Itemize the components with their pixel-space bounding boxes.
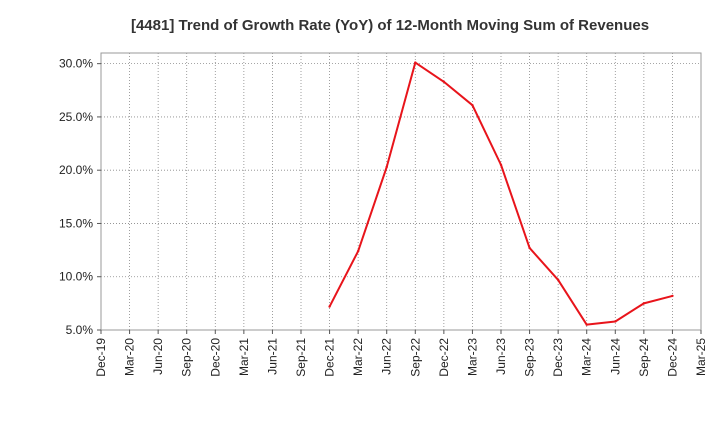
x-tick-label: Sep-22 [408, 338, 422, 377]
y-tick-label: 20.0% [59, 163, 93, 177]
data-point [471, 104, 474, 107]
data-point [556, 278, 560, 282]
x-tick-label: Mar-23 [465, 338, 479, 376]
data-point [642, 302, 646, 305]
chart-title: [4481] Trend of Growth Rate (YoY) of 12-… [131, 17, 649, 34]
data-point [414, 61, 417, 64]
x-tick-label: Dec-23 [551, 338, 565, 377]
x-tick-label: Dec-24 [665, 338, 679, 377]
data-point [614, 320, 617, 323]
x-tick-label: Jun-21 [265, 338, 279, 375]
data-point [328, 305, 331, 308]
x-tick-label: Dec-22 [437, 338, 451, 377]
data-point [585, 323, 588, 326]
x-tick-label: Sep-24 [637, 338, 651, 377]
x-tick-label: Mar-22 [351, 338, 365, 376]
y-tick-label: 5.0% [66, 323, 94, 337]
data-point [528, 246, 531, 250]
y-tick-label: 25.0% [59, 110, 93, 124]
x-tick-label: Jun-22 [380, 338, 394, 375]
y-tick-label: 10.0% [59, 270, 93, 284]
x-tick-label: Jun-24 [608, 338, 622, 375]
data-point [671, 294, 674, 298]
x-tick-label: Dec-19 [94, 338, 108, 377]
x-tick-label: Dec-21 [323, 338, 337, 377]
y-tick-label: 15.0% [59, 216, 93, 230]
series-layer [328, 61, 674, 326]
x-tick-label: Mar-20 [123, 338, 137, 376]
plot-area-frame [100, 52, 702, 331]
x-tick-label: Mar-24 [580, 338, 594, 376]
y-axis-ticks: 5.0% 10.0% 15.0% 20.0% 25.0% 30.0% [59, 57, 101, 337]
data-point [499, 163, 503, 167]
data-point [385, 165, 388, 169]
x-tick-label: Jun-23 [494, 338, 508, 375]
x-tick-label: Sep-23 [523, 338, 537, 377]
x-axis-ticks: Dec-19 Mar-20 Jun-20 Sep-20 Dec-20 Mar-21 Jun-… [94, 330, 708, 377]
x-tick-label: Dec-20 [208, 338, 222, 377]
data-point [356, 249, 360, 253]
x-tick-label: Sep-20 [180, 338, 194, 377]
x-tick-label: Sep-21 [294, 338, 308, 377]
x-tick-label: Jun-20 [151, 338, 165, 375]
x-tick-label: Mar-25 [694, 338, 708, 376]
grid-lines [101, 53, 701, 330]
data-point [442, 80, 446, 83]
x-tick-label: Mar-21 [237, 338, 251, 376]
y-tick-label: 30.0% [59, 57, 93, 71]
